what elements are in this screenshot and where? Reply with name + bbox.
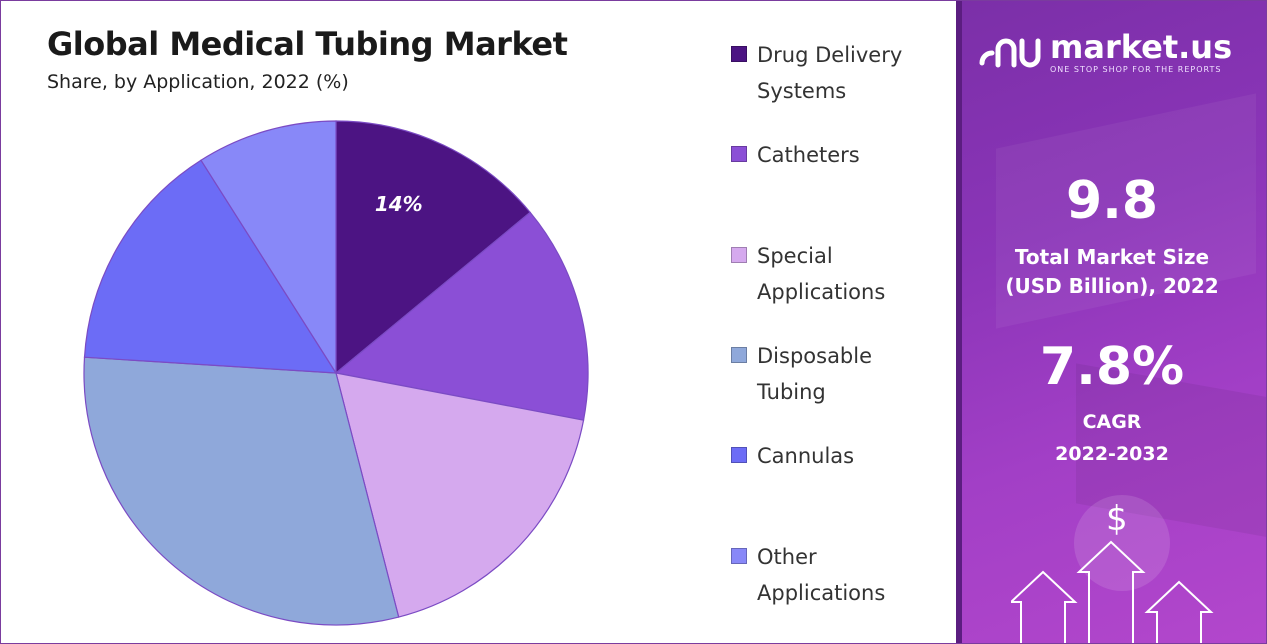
brand-text: market.us ONE STOP SHOP FOR THE REPORTS	[1050, 31, 1232, 74]
brand-name: market.us	[1050, 28, 1233, 66]
legend-item-catheters: Catheters	[731, 137, 937, 173]
legend-item-disposable-tubing: Disposable Tubing	[731, 338, 937, 410]
legend-swatch	[731, 548, 747, 564]
pie-slice-catheters	[334, 211, 589, 421]
legend-swatch	[731, 447, 747, 463]
chart-title: Global Medical Tubing Market	[47, 25, 568, 63]
legend-swatch	[731, 46, 747, 62]
legend-item-special-applications: Special Applications	[731, 238, 937, 310]
brand-logo: market.us ONE STOP SHOP FOR THE REPORTS	[978, 31, 1232, 74]
pie-slice-disposable-tubing	[83, 356, 400, 626]
pie-data-label: 14%	[375, 192, 423, 216]
legend-item-drug-delivery: Drug Delivery Systems	[731, 37, 937, 109]
legend-label: Cannulas	[757, 444, 855, 468]
pie-slice-other-applications	[200, 120, 337, 376]
legend-swatch	[731, 146, 747, 162]
pie-chart: 14%	[83, 120, 589, 626]
chart-subtitle: Share, by Application, 2022 (%)	[47, 71, 349, 93]
legend-label: Disposable Tubing	[757, 344, 873, 404]
stats-panel: market.us ONE STOP SHOP FOR THE REPORTS …	[956, 1, 1266, 643]
market-size-value: 9.8	[1065, 171, 1159, 231]
legend-swatch	[731, 347, 747, 363]
cagr-value: 7.8%	[1039, 337, 1185, 397]
legend-label: Drug Delivery Systems	[757, 43, 903, 103]
legend-swatch	[731, 247, 747, 263]
pie-slice-drug-delivery-systems	[335, 120, 532, 375]
dollar-icon: $	[1106, 499, 1128, 539]
market-us-logo-icon	[979, 38, 1041, 67]
legend-label: Other Applications	[757, 545, 886, 605]
pie-slice-special-applications	[335, 372, 585, 618]
legend-item-cannulas: Cannulas	[731, 438, 937, 474]
growth-arrows-icon	[1011, 540, 1214, 643]
legend-item-other-applications: Other Applications	[731, 539, 937, 611]
brand-tagline: ONE STOP SHOP FOR THE REPORTS	[1050, 65, 1222, 74]
cagr-label: CAGR 2022-2032	[1055, 411, 1169, 465]
legend-label: Catheters	[757, 143, 860, 167]
legend-label: Special Applications	[757, 244, 886, 304]
market-size-label: Total Market Size (USD Billion), 2022	[1005, 245, 1219, 298]
pie-slice-cannulas	[83, 159, 338, 374]
